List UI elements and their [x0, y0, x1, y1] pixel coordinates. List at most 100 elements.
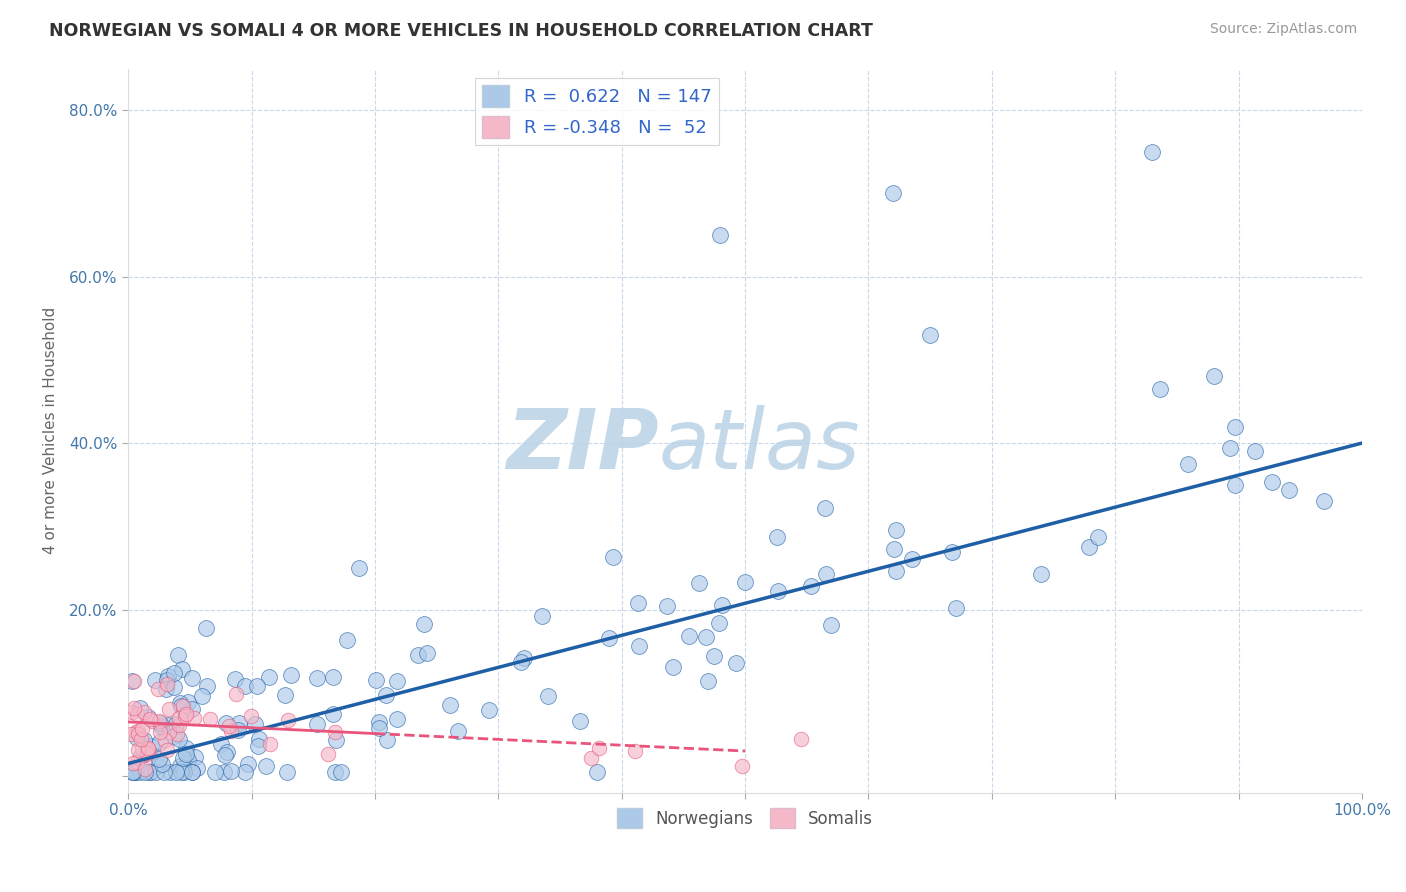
Point	[602, 549, 624, 564]
Point	[139, 764, 162, 779]
Point	[167, 648, 190, 663]
Point	[329, 764, 352, 779]
Point	[375, 733, 398, 747]
Point	[900, 551, 922, 566]
Point	[121, 764, 143, 779]
Point	[366, 673, 388, 687]
Point	[240, 709, 263, 723]
Point	[143, 673, 166, 687]
Point	[236, 756, 259, 771]
Point	[124, 764, 146, 779]
Point	[246, 679, 269, 693]
Point	[194, 621, 217, 635]
Point	[814, 501, 837, 516]
Point	[569, 714, 592, 728]
Point	[157, 669, 180, 683]
Point	[136, 747, 159, 761]
Point	[170, 764, 193, 779]
Point	[184, 749, 207, 764]
Point	[209, 737, 232, 751]
Point	[165, 764, 187, 779]
Point	[176, 707, 198, 722]
Point	[1219, 441, 1241, 455]
Point	[1202, 369, 1225, 384]
Point	[247, 731, 270, 746]
Point	[325, 733, 347, 747]
Point	[138, 745, 160, 759]
Point	[173, 709, 195, 723]
Point	[122, 674, 145, 689]
Point	[1313, 493, 1336, 508]
Point	[121, 764, 143, 779]
Point	[280, 668, 302, 682]
Point	[257, 670, 280, 684]
Point	[127, 723, 149, 738]
Point	[190, 689, 212, 703]
Point	[132, 733, 155, 747]
Point	[588, 740, 610, 755]
Point	[800, 578, 823, 592]
Point	[1278, 483, 1301, 498]
Point	[243, 717, 266, 731]
Point	[134, 764, 156, 779]
Point	[322, 707, 344, 722]
Point	[509, 655, 531, 669]
Point	[322, 670, 344, 684]
Point	[156, 677, 179, 691]
Point	[214, 747, 236, 762]
Point	[131, 742, 153, 756]
Point	[148, 681, 170, 696]
Point	[165, 716, 187, 731]
Y-axis label: 4 or more Vehicles in Household: 4 or more Vehicles in Household	[44, 307, 58, 554]
Point	[141, 739, 163, 753]
Point	[226, 723, 249, 737]
Point	[163, 680, 186, 694]
Point	[627, 639, 650, 653]
Point	[661, 660, 683, 674]
Point	[711, 598, 734, 612]
Point	[586, 764, 609, 779]
Point	[122, 756, 145, 770]
Point	[183, 711, 205, 725]
Point	[884, 564, 907, 578]
Point	[125, 755, 148, 769]
Point	[166, 727, 188, 741]
Point	[1244, 444, 1267, 458]
Point	[1078, 540, 1101, 554]
Point	[181, 702, 204, 716]
Point	[148, 714, 170, 728]
Point	[254, 759, 277, 773]
Point	[157, 725, 180, 739]
Point	[1142, 145, 1164, 159]
Point	[136, 741, 159, 756]
Point	[439, 698, 461, 712]
Point	[882, 186, 904, 201]
Point	[734, 575, 756, 590]
Point	[219, 764, 242, 778]
Point	[385, 712, 408, 726]
Point	[247, 739, 270, 753]
Point	[120, 727, 142, 741]
Point	[212, 764, 235, 779]
Point	[305, 717, 328, 731]
Point	[678, 629, 700, 643]
Point	[122, 764, 145, 779]
Point	[537, 689, 560, 703]
Point	[173, 764, 195, 779]
Point	[121, 674, 143, 689]
Point	[1225, 478, 1247, 492]
Text: ZIP: ZIP	[506, 405, 658, 485]
Point	[276, 764, 298, 779]
Point	[181, 671, 204, 685]
Point	[198, 712, 221, 726]
Point	[709, 227, 731, 242]
Point	[149, 735, 172, 749]
Point	[157, 702, 180, 716]
Legend: Norwegians, Somalis: Norwegians, Somalis	[610, 801, 880, 835]
Point	[703, 649, 725, 664]
Point	[1149, 382, 1171, 396]
Point	[316, 747, 339, 761]
Point	[385, 673, 408, 688]
Point	[145, 764, 167, 779]
Point	[766, 583, 789, 598]
